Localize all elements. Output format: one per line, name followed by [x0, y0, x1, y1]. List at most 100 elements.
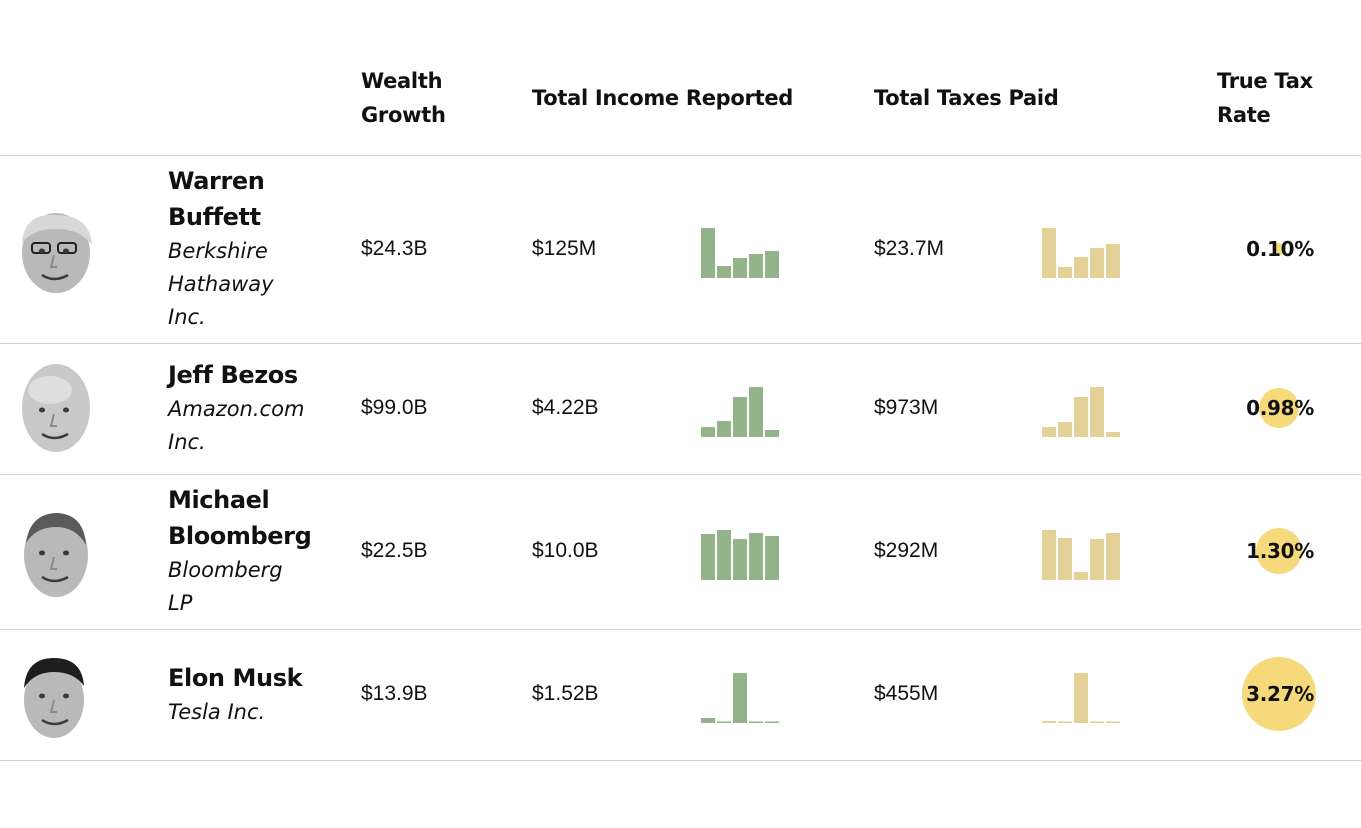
income-bars-bar-2 — [717, 530, 731, 580]
taxes-bars-bar-3 — [1074, 572, 1088, 580]
total-taxes-value: $973M — [874, 396, 939, 419]
person-name-line: Elon Musk — [168, 664, 303, 692]
income-bars — [701, 387, 779, 437]
total-taxes-value: $23.7M — [874, 237, 945, 260]
wealth-growth-value: $22.5B — [361, 539, 428, 562]
company-name-line: Tesla Inc. — [168, 700, 266, 724]
company-name-line: Inc. — [168, 430, 206, 454]
person-name-line: Warren — [168, 167, 265, 195]
income-minichart — [700, 387, 780, 442]
income-bars-bar-4 — [749, 387, 763, 437]
total-taxes-value: $455M — [874, 682, 939, 705]
taxes-bars — [1042, 530, 1120, 580]
income-bars-bar-2 — [717, 266, 731, 278]
table-row: Michael Bloomberg Bloomberg LP $22.5B $10.0B $… — [0, 474, 1361, 630]
taxes-bars — [1042, 673, 1120, 723]
person-name: Michael Bloomberg Bloomberg LP — [168, 482, 328, 620]
taxes-bars-bar-1 — [1042, 530, 1056, 580]
company-name-line: Hathaway — [168, 272, 274, 296]
jeff-bezos-portrait — [14, 362, 96, 463]
taxes-bars-bar-1 — [1042, 721, 1056, 723]
person-name: Elon Musk Tesla Inc. — [168, 660, 328, 729]
true-tax-rate-value: 1.30% — [1246, 539, 1314, 563]
taxes-bars-bar-5 — [1106, 432, 1120, 437]
total-taxes-value: $292M — [874, 539, 939, 562]
table-row: Warren Buffett Berkshire Hathaway Inc. $24.3B… — [0, 155, 1361, 344]
income-bars-bar-4 — [749, 254, 763, 278]
tax-rate-circle — [1255, 527, 1303, 575]
table-row: Elon Musk Tesla Inc. $13.9B $1.52B $455M 3.27… — [0, 629, 1361, 761]
income-minichart — [700, 673, 780, 728]
person-name: Jeff Bezos Amazon.com Inc. — [168, 357, 328, 459]
true-tax-rate-value: 0.98% — [1246, 396, 1314, 420]
taxes-bars-bar-2 — [1058, 422, 1072, 437]
row-divider — [0, 343, 1361, 344]
company-name-line: Amazon.com — [168, 397, 305, 421]
income-bars-bar-5 — [765, 251, 779, 278]
header-wealth-growth: Wealth Growth — [361, 64, 446, 132]
michael-bloomberg-portrait — [14, 505, 96, 606]
income-bars-bar-3 — [733, 258, 747, 278]
warren-buffett-portrait — [14, 203, 96, 304]
tax-rate-circle — [1272, 242, 1286, 256]
header-total-income: Total Income Reported — [532, 86, 793, 110]
row-divider — [0, 474, 1361, 475]
header-true-tax-rate-line2: Rate — [1217, 103, 1271, 127]
taxes-minichart — [1041, 673, 1121, 728]
company-name-line: Berkshire — [168, 239, 268, 263]
taxes-minichart — [1041, 530, 1121, 585]
income-bars-bar-4 — [749, 533, 763, 580]
income-bars-bar-5 — [765, 721, 779, 723]
table-row: Jeff Bezos Amazon.com Inc. $99.0B $4.22B $973… — [0, 343, 1361, 475]
tax-rate-circle — [1242, 657, 1316, 731]
income-bars-bar-1 — [701, 427, 715, 437]
header-true-tax-rate: True Tax Rate — [1217, 64, 1313, 132]
header-divider — [0, 155, 1361, 156]
wealth-growth-value: $13.9B — [361, 682, 428, 705]
income-bars-bar-4 — [749, 721, 763, 723]
taxes-minichart — [1041, 228, 1121, 283]
taxes-bars-bar-3 — [1074, 397, 1088, 437]
taxes-bars-bar-3 — [1074, 673, 1088, 723]
income-minichart — [700, 228, 780, 283]
true-tax-rate-value: 3.27% — [1246, 682, 1314, 706]
income-bars-bar-5 — [765, 536, 779, 580]
taxes-bars-bar-1 — [1042, 427, 1056, 437]
taxes-bars-bar-2 — [1058, 721, 1072, 723]
person-name-line: Bloomberg — [168, 522, 312, 550]
header-wealth-growth-line2: Growth — [361, 103, 446, 127]
taxes-bars — [1042, 228, 1120, 278]
header-total-taxes: Total Taxes Paid — [874, 86, 1059, 110]
row-divider — [0, 760, 1361, 761]
taxes-minichart — [1041, 387, 1121, 442]
taxes-bars — [1042, 387, 1120, 437]
header-true-tax-rate-line1: True Tax — [1217, 69, 1313, 93]
income-bars-bar-1 — [701, 534, 715, 580]
income-bars-bar-2 — [717, 721, 731, 723]
wealth-growth-value: $99.0B — [361, 396, 428, 419]
taxes-bars-bar-2 — [1058, 267, 1072, 278]
taxes-bars-bar-4 — [1090, 539, 1104, 580]
income-minichart — [700, 530, 780, 585]
total-income-value: $4.22B — [532, 396, 599, 419]
taxes-bars-bar-4 — [1090, 248, 1104, 278]
header-wealth-growth-line1: Wealth — [361, 69, 443, 93]
income-bars-bar-3 — [733, 397, 747, 437]
wealth-growth-value: $24.3B — [361, 237, 428, 260]
row-divider — [0, 629, 1361, 630]
taxes-bars-bar-4 — [1090, 387, 1104, 437]
person-name-line: Jeff Bezos — [168, 361, 298, 389]
tax-rate-circle — [1258, 387, 1300, 429]
income-bars — [701, 228, 779, 278]
company-name-line: Inc. — [168, 305, 206, 329]
total-income-value: $1.52B — [532, 682, 599, 705]
taxes-bars-bar-5 — [1106, 533, 1120, 580]
taxes-bars-bar-5 — [1106, 721, 1120, 723]
income-bars-bar-3 — [733, 673, 747, 723]
company-name-line: Bloomberg — [168, 558, 283, 582]
taxes-bars-bar-1 — [1042, 228, 1056, 278]
true-tax-rate-value: 0.10% — [1246, 237, 1314, 261]
taxes-bars-bar-4 — [1090, 721, 1104, 723]
taxes-bars-bar-2 — [1058, 538, 1072, 580]
total-income-value: $125M — [532, 237, 597, 260]
